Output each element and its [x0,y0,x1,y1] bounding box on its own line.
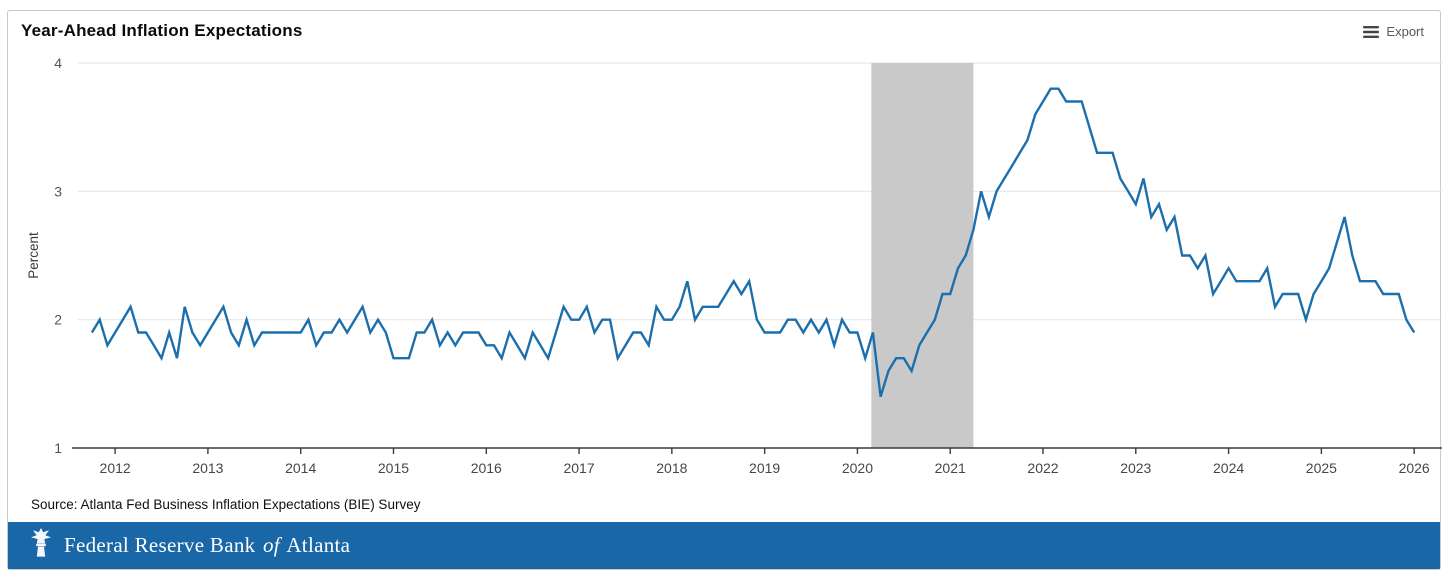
source-note: Source: Atlanta Fed Business Inflation E… [31,497,421,512]
footer-bar: Federal Reserve Bank of Atlanta [8,522,1440,569]
chart-title: Year-Ahead Inflation Expectations [21,21,303,40]
chart-card: Year-Ahead Inflation Expectations Export… [7,10,1441,570]
footer-bank-name: Federal Reserve Bank of Atlanta [64,533,351,557]
export-label: Export [1386,24,1424,39]
fed-eagle-logo-icon [30,528,52,563]
menu-icon [1363,25,1380,38]
export-button[interactable]: Export [1363,24,1424,39]
